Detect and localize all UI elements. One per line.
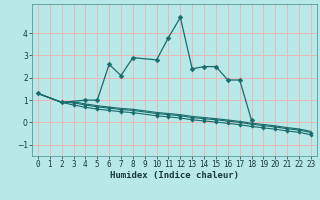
X-axis label: Humidex (Indice chaleur): Humidex (Indice chaleur) (110, 171, 239, 180)
